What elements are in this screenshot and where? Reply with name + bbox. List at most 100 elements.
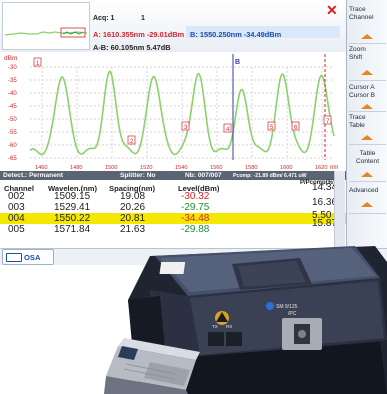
channel-table[interactable]: Detect.: Permanent Splitter: No Nb: 007/… — [0, 171, 346, 248]
advanced-label: Advanced — [349, 187, 379, 194]
trace-overview-thumbnail[interactable] — [2, 2, 90, 50]
cursor-a-readout: A: 1610.355nm -29.01dBm — [93, 30, 185, 39]
sidebar-divider — [349, 181, 386, 182]
channel-marker-label: 1 — [36, 61, 40, 67]
cursor-arrow-icon — [361, 104, 373, 109]
table-row[interactable]: 003 1529.41 20.26 -29.75 16.36 — [0, 197, 346, 213]
channel-marker-box — [291, 121, 300, 131]
table-toggle-label: Table — [349, 122, 365, 129]
channel-marker-label: 3 — [184, 125, 188, 131]
cursor-button[interactable]: Cursor A Cursor B — [349, 84, 387, 100]
cursor-a-marker: A — [321, 52, 326, 53]
cursor-b-readout-box — [186, 26, 340, 38]
cursor-b-marker: B — [235, 59, 240, 66]
cell-wavelength: 1529.41 — [54, 202, 91, 213]
rx-label: RX — [226, 324, 232, 329]
cursor-a-label: Cursor A — [349, 84, 375, 91]
channel-marker-box — [267, 121, 276, 131]
channel-marker-label: 4 — [226, 127, 230, 133]
y-tick-label: -50 — [8, 117, 17, 123]
module-base — [140, 342, 387, 394]
col-header-channel: Channel — [4, 184, 34, 193]
cell-spacing: 20.81 — [120, 213, 146, 224]
col-header-spacing: Spacing(nm) — [109, 184, 155, 193]
y-tick-label: -30 — [8, 65, 17, 71]
col-header-ppcomp: P/Pcomp(%) — [300, 180, 336, 186]
cell-channel: 002 — [8, 191, 25, 202]
sidebar-divider — [349, 80, 386, 81]
tx-label: TX — [212, 324, 218, 329]
close-icon[interactable]: ✕ — [326, 2, 338, 18]
x-tick-label: 1540 — [175, 165, 187, 171]
channel-marker-box — [33, 57, 42, 67]
laser-triangle-icon — [216, 312, 228, 322]
x-tick-label: 1520 — [140, 165, 152, 171]
x-axis-unit: nm — [330, 165, 338, 171]
power-icon — [266, 302, 274, 310]
optical-connector-ferrule — [298, 330, 306, 338]
cell-channel: 004 — [8, 213, 25, 224]
zoom-shift-button[interactable]: Zoom Shift — [349, 46, 387, 62]
table-status-bar: Detect.: Permanent Splitter: No Nb: 007/… — [0, 171, 346, 180]
y-tick-label: -45 — [8, 104, 17, 110]
advanced-button[interactable]: Advanced — [349, 187, 387, 195]
splitter-label: Splitter: No — [120, 172, 156, 179]
sidebar-divider — [349, 111, 386, 112]
cell-channel: 003 — [8, 202, 25, 213]
table-row-selected[interactable]: 004 1550.22 20.81 -34.48 5.50 — [0, 210, 346, 224]
cell-ppcomp: 15.87 — [312, 218, 338, 229]
sfp-transceiver — [104, 338, 200, 394]
shift-label: Shift — [349, 54, 363, 61]
acquisition-label: Acq: 1 — [93, 15, 115, 22]
detect-label: Detect.: Permanent — [3, 172, 64, 179]
cell-ppcomp: 5.50 — [312, 210, 332, 221]
table-row[interactable]: 002 1509.15 19.08 -30.32 14.34 — [0, 182, 346, 202]
x-tick-label: 1600 — [280, 165, 292, 171]
tx-port — [226, 332, 242, 346]
channel-marker-label: 5 — [270, 125, 274, 131]
zoom-label: Zoom — [349, 46, 366, 53]
y-axis-ticks: -30 -35 -40 -45 -50 -55 -60 -65 — [8, 65, 17, 162]
osa-screen: Acq: 1 1 A: 1610.355nm -29.01dBm B: 1550… — [0, 0, 387, 265]
warning-label — [159, 262, 186, 274]
osa-tab[interactable]: OSA — [2, 249, 54, 265]
trace-channel-button[interactable]: Trace Channel — [349, 6, 387, 22]
cell-spacing: 21.63 — [120, 224, 146, 235]
cell-channel: 005 — [8, 224, 25, 235]
osa-trace-icon — [6, 253, 22, 262]
channel-marker-box — [323, 115, 332, 125]
module-window-inner — [238, 261, 306, 287]
table-row[interactable]: 005 1571.84 21.63 -29.88 15.87 — [0, 218, 346, 235]
x-tick-label: 1480 — [70, 165, 82, 171]
trace-table-arrow-icon — [361, 135, 373, 140]
overview-trace — [4, 27, 88, 38]
rx-port — [208, 332, 224, 346]
advanced-arrow-icon — [361, 202, 373, 207]
channel-marker-label: 7 — [326, 119, 330, 125]
table-content-button[interactable]: Table Content — [349, 150, 386, 166]
osa-tab-label: OSA — [24, 253, 41, 262]
channel-markers: 1 2 3 4 5 6 7 — [33, 57, 332, 145]
channel-marker-label: 6 — [294, 125, 298, 131]
x-tick-label: 1500 — [105, 165, 117, 171]
trace-label: Trace — [349, 6, 366, 13]
y-axis-unit: dBm — [4, 55, 17, 62]
graph-grid — [30, 66, 334, 159]
table-content-label-2: Content — [355, 158, 380, 165]
trace-table-button[interactable]: Trace Table — [349, 114, 387, 130]
col-header-wavelength: Wavelen.(nm) — [48, 184, 98, 193]
cursor-b-label: Cursor B — [349, 92, 376, 99]
channel-label: Channel — [349, 14, 374, 21]
spectrum-plot: dBm -30 -35 -40 -45 -50 -55 -60 -65 1460 1480 150… — [4, 52, 338, 171]
cell-level: -34.48 — [181, 213, 210, 224]
table-scrollbar[interactable] — [334, 171, 345, 248]
spectrum-graph[interactable]: dBm -30 -35 -40 -45 -50 -55 -60 -65 1460 1480 150… — [0, 52, 346, 172]
x-axis-ticks: 1460 1480 1500 1520 1540 1560 1580 1600 1620 — [35, 165, 327, 171]
x-tick-label: 1460 — [35, 165, 47, 171]
cell-level: -30.32 — [181, 191, 210, 202]
port-fiber-label: SM 9/125 — [276, 304, 298, 310]
channel-marker-box — [127, 135, 136, 145]
table-content-label-1: Table — [359, 150, 376, 157]
acquisition-value: 1 — [141, 15, 145, 22]
x-tick-label: 1580 — [245, 165, 257, 171]
